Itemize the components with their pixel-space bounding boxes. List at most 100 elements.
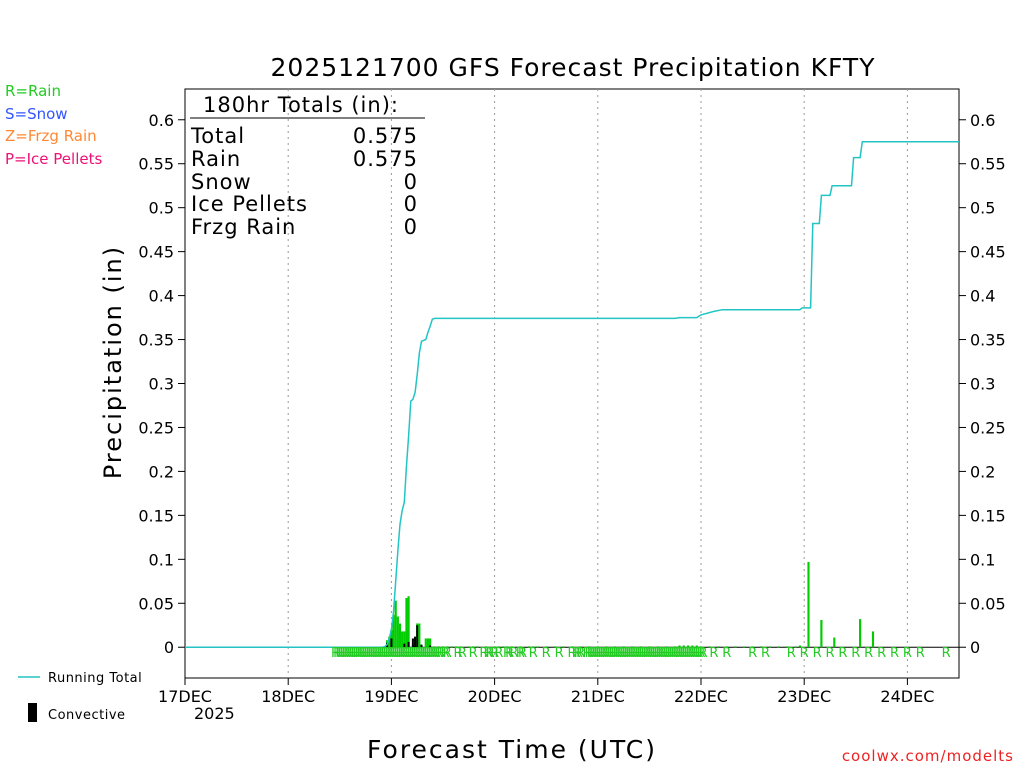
ptype-marker-rain: R: [365, 646, 374, 661]
rain-bar: [450, 646, 453, 648]
rain-bar: [484, 646, 488, 648]
rain-bar: [418, 623, 421, 648]
x-tick-label: 22DEC: [674, 687, 728, 706]
convective-bar: [414, 636, 417, 648]
convective-bar: [429, 645, 432, 648]
y-tick-label-left: 0.1: [149, 550, 174, 569]
rain-bar: [871, 631, 875, 648]
ptype-marker-rain: R: [722, 646, 731, 661]
y-tick-label-right: 0: [970, 638, 980, 657]
ptype-marker-rain: R: [576, 646, 585, 661]
rain-bar: [678, 645, 681, 648]
ptype-marker-rain: R: [626, 646, 635, 661]
ptype-marker-rain: R: [613, 646, 622, 661]
ptype-marker-rain: R: [363, 646, 372, 661]
totals-label-snow: Snow: [191, 170, 252, 194]
ptype-marker-rain: R: [342, 646, 351, 661]
ptype-marker-rain: R: [434, 646, 443, 661]
rain-bar: [674, 646, 677, 648]
ptype-marker-rain: R: [331, 646, 340, 661]
rain-bar: [454, 646, 457, 648]
rain-bar: [794, 646, 797, 648]
totals-label-rain: Rain: [191, 147, 241, 171]
ptype-marker-rain: R: [593, 646, 602, 661]
ptype-marker-rain: R: [748, 646, 757, 661]
ptype-markers: RRRRRRRRRRRRRRRRRRRRRRRRRRRRRRRRRRRRRRRR…: [331, 646, 951, 661]
x-tick-label: 20DEC: [468, 687, 522, 706]
ptype-marker-rain: R: [395, 646, 404, 661]
ptype-marker-rain: R: [658, 646, 667, 661]
ptype-marker-rain: R: [673, 646, 682, 661]
ptype-marker-rain: R: [408, 646, 417, 661]
rain-bar: [695, 645, 698, 648]
ptype-marker-rain: R: [400, 646, 409, 661]
y-tick-label-right: 0.5: [970, 199, 995, 218]
ptype-marker-rain: R: [479, 646, 488, 661]
ptype-marker-rain: R: [391, 646, 400, 661]
y-tick-label-left: 0.5: [149, 199, 174, 218]
rain-bar: [401, 631, 404, 648]
ptype-marker-rain: R: [606, 646, 615, 661]
ptype-marker-rain: R: [385, 646, 394, 661]
rain-bar: [476, 646, 479, 648]
y-tick-label-right: 0.1: [970, 550, 995, 569]
ptype-marker-rain: R: [516, 646, 525, 661]
convective-legend-label: Convective: [48, 708, 126, 723]
ptype-marker-rain: R: [389, 646, 398, 661]
y-tick-label-right: 0.6: [970, 111, 995, 130]
x-tick-label: 24DEC: [880, 687, 934, 706]
rain-bar: [497, 646, 500, 648]
ptype-marker-rain: R: [428, 646, 437, 661]
rain-bar: [687, 645, 690, 648]
ptype-marker-rain: R: [851, 646, 860, 661]
rain-bar: [798, 645, 801, 648]
y-tick-label-right: 0.05: [970, 594, 1006, 613]
ptype-marker-rain: R: [419, 646, 428, 661]
rain-bar: [446, 646, 449, 648]
y-tick-label-right: 0.2: [970, 462, 995, 481]
rain-bar: [588, 646, 591, 648]
ptype-marker-rain: R: [490, 646, 499, 661]
ptype-marker-rain: R: [469, 646, 478, 661]
ptype-marker-rain: R: [666, 646, 675, 661]
rain-bar: [510, 646, 513, 648]
ptype-marker-rain: R: [636, 646, 645, 661]
rain-bar: [622, 646, 625, 648]
convective-swatch: [28, 703, 37, 722]
rain-bar: [596, 646, 599, 648]
rain-bar: [407, 596, 410, 648]
ptype-marker-rain: R: [368, 646, 377, 661]
rain-bar: [639, 646, 642, 648]
ptype-marker-rain: R: [337, 646, 346, 661]
ptype-marker-rain: R: [361, 646, 370, 661]
ptype-marker-rain: R: [404, 646, 413, 661]
ptype-marker-rain: R: [660, 646, 669, 661]
ptype-marker-rain: R: [677, 646, 686, 661]
ptype-marker-rain: R: [604, 646, 613, 661]
y-tick-label-left: 0.4: [149, 287, 174, 306]
ptype-marker-rain: R: [346, 646, 355, 661]
totals-label-ice-pellets: Ice Pellets: [191, 192, 308, 216]
convective-bar: [420, 644, 423, 648]
ptype-marker-rain: R: [583, 646, 592, 661]
rain-bar: [725, 646, 728, 648]
y-tick-label-left: 0.25: [138, 418, 174, 437]
running-total-legend-label: Running Total: [48, 671, 142, 686]
ptype-marker-rain: R: [402, 646, 411, 661]
ptype-marker-rain: R: [494, 646, 503, 661]
rain-bar: [682, 645, 685, 648]
ptype-marker-rain: R: [692, 646, 701, 661]
ptype-marker-rain: R: [656, 646, 665, 661]
x-tick-label: 19DEC: [364, 687, 418, 706]
rain-bar: [536, 646, 539, 648]
ptype-marker-rain: R: [619, 646, 628, 661]
ptype-marker-rain: R: [406, 646, 415, 661]
ptype-marker-rain: R: [529, 646, 538, 661]
ptype-marker-rain: R: [903, 646, 912, 661]
rain-bar: [405, 598, 408, 648]
rain-bar: [394, 600, 397, 648]
rain-bar: [532, 646, 535, 648]
rain-bar: [833, 637, 836, 648]
y-tick-label-right: 0.3: [970, 375, 995, 394]
